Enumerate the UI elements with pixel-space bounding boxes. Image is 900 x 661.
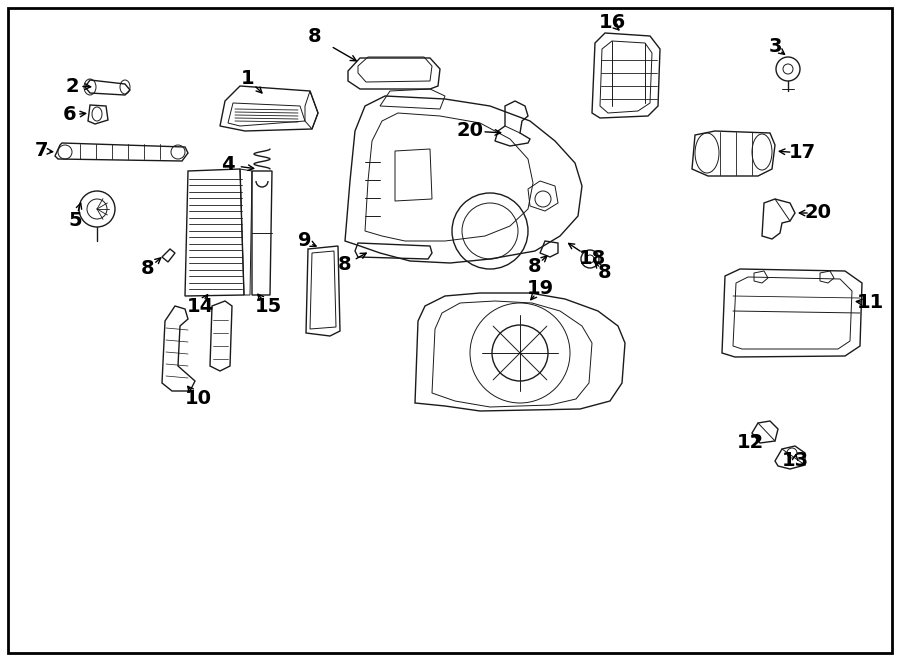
Text: 5: 5 xyxy=(68,212,82,231)
Text: 20: 20 xyxy=(805,204,832,223)
Text: 9: 9 xyxy=(298,231,311,251)
Text: 7: 7 xyxy=(35,141,49,161)
Text: 10: 10 xyxy=(184,389,212,408)
Text: 2: 2 xyxy=(65,77,79,95)
Text: 8: 8 xyxy=(338,256,352,274)
Text: 8: 8 xyxy=(598,264,612,282)
Circle shape xyxy=(783,64,793,74)
Text: 11: 11 xyxy=(857,293,884,313)
Text: 17: 17 xyxy=(788,143,815,163)
Text: 13: 13 xyxy=(781,451,808,471)
Text: 3: 3 xyxy=(769,38,782,56)
Text: 14: 14 xyxy=(186,297,213,315)
Text: 12: 12 xyxy=(736,434,763,453)
Text: 15: 15 xyxy=(255,297,282,315)
Text: 6: 6 xyxy=(63,106,76,124)
Text: 18: 18 xyxy=(579,249,606,268)
Text: 20: 20 xyxy=(456,122,483,141)
Text: 16: 16 xyxy=(598,13,625,32)
Text: 4: 4 xyxy=(221,155,235,175)
Text: 8: 8 xyxy=(141,260,155,278)
Text: 19: 19 xyxy=(526,280,554,299)
Text: 8: 8 xyxy=(308,28,322,46)
Text: 1: 1 xyxy=(241,69,255,89)
Text: 8: 8 xyxy=(528,258,542,276)
